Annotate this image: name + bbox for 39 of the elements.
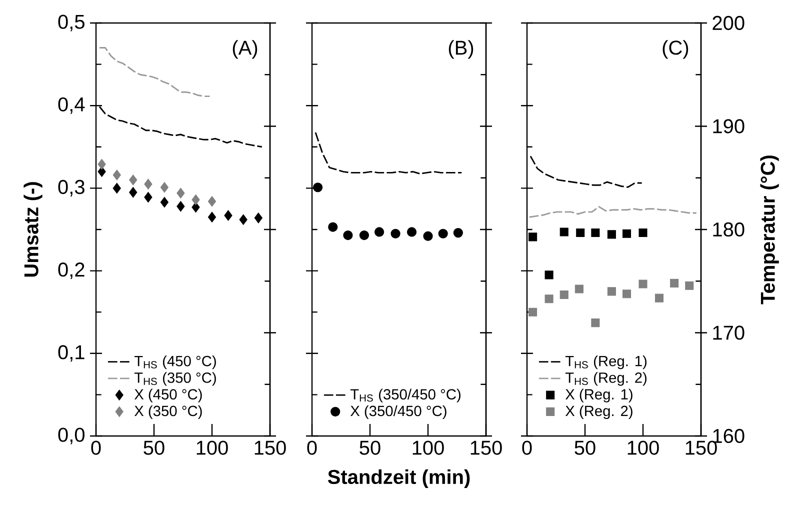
legend-label: T$_{HS}$ (Reg. 2) <box>565 372 646 386</box>
x-tick-label: 0 <box>522 440 532 455</box>
y-tick-label: 0,2 <box>58 262 84 280</box>
x-tick-label: 150 <box>686 440 717 455</box>
y-tick-label: 0,0 <box>58 428 85 444</box>
y-tick-label: 0,5 <box>58 14 84 32</box>
legend-label: T$_{HS}$ (350 °C) <box>134 372 216 386</box>
x-tick-label: 150 <box>254 440 286 455</box>
annotation: (C) <box>662 40 688 59</box>
y-tick-label: 0,4 <box>58 97 85 114</box>
legend-label: X (Reg. 1) <box>565 388 632 402</box>
y-tick-label: 0,3 <box>58 180 84 196</box>
y2-axis-title: Temperatur (°C) <box>760 156 779 304</box>
legend-label: X (350 °C) <box>134 405 202 420</box>
legend-label: T$_{HS}$ (Reg. 1) <box>565 355 646 370</box>
legend-label: T$_{HS}$ (450 °C) <box>134 355 216 370</box>
legend-label: X (450 °C) <box>134 388 202 402</box>
y2-tick-label: 200 <box>712 16 744 30</box>
x-tick-label: 50 <box>360 440 380 455</box>
y2-tick-label: 170 <box>713 326 744 340</box>
legend-label: X (Reg. 2) <box>565 405 632 420</box>
y-axis-title: Umsatz (-) <box>24 182 42 277</box>
y2-tick-label: 190 <box>713 119 744 134</box>
x-tick-label: 100 <box>628 440 659 455</box>
legend-label: X (350/450 °C) <box>350 405 446 420</box>
x-tick-label: 0 <box>307 440 317 455</box>
x-tick-label: 150 <box>470 440 502 455</box>
y2-tick-label: 180 <box>713 222 744 237</box>
y2-tick-label: 160 <box>713 428 744 444</box>
legend-label: T$_{HS}$ (350/450 °C) <box>350 388 460 402</box>
x-axis-title: Standzeit (min) <box>328 469 470 488</box>
x-tick-label: 0 <box>91 440 101 455</box>
x-tick-label: 50 <box>144 440 164 455</box>
x-tick-label: 100 <box>412 440 444 455</box>
x-tick-label: 50 <box>574 440 596 455</box>
annotation: (A) <box>232 40 258 59</box>
y-tick-label: 0,1 <box>58 345 84 362</box>
annotation: (B) <box>448 40 474 59</box>
x-tick-label: 100 <box>196 440 228 455</box>
